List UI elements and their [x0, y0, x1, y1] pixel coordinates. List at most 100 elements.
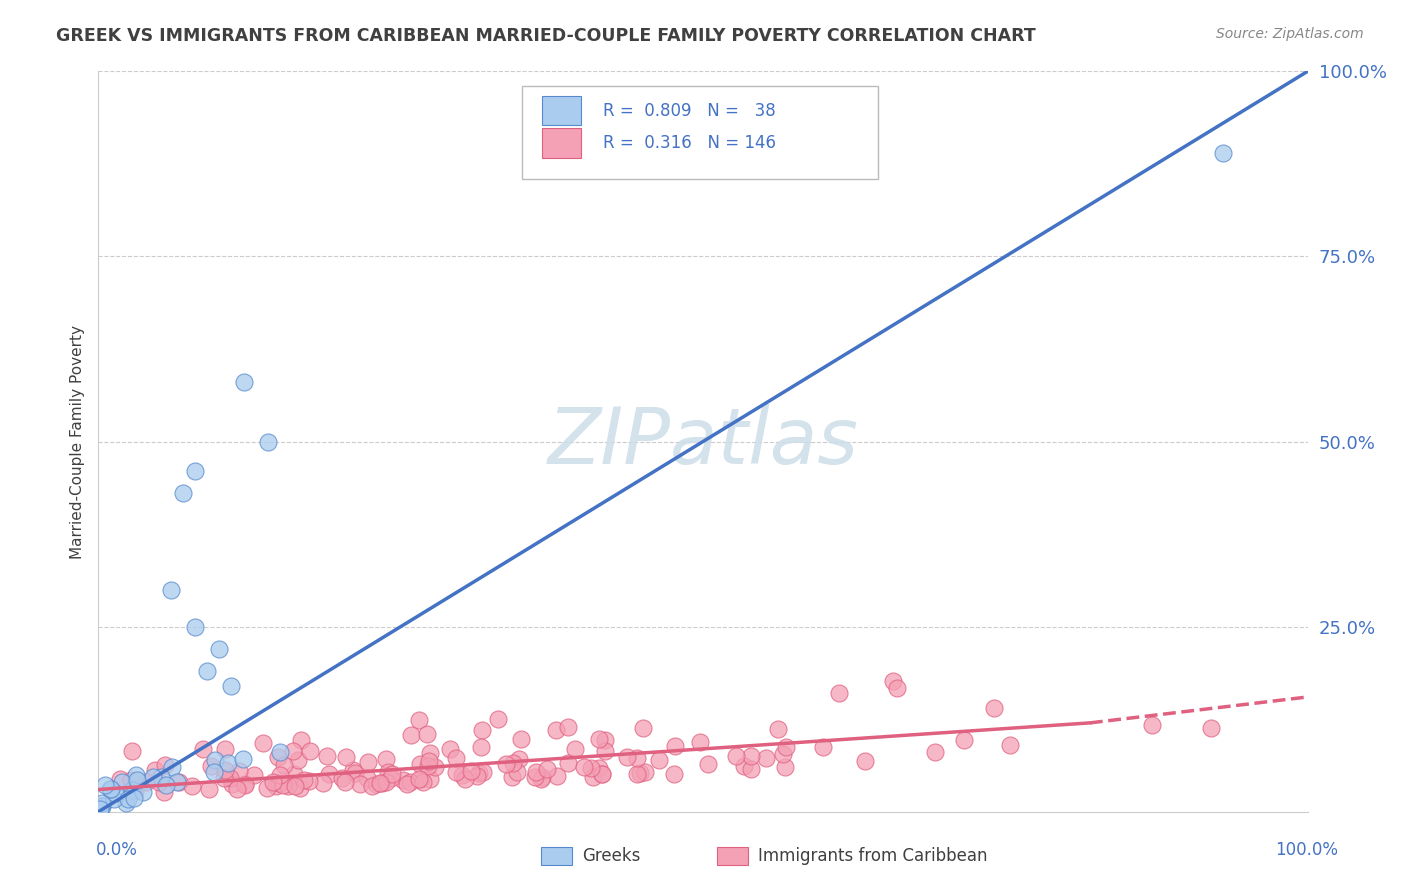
Point [221, 777, 243, 791]
Point [184, 619, 207, 633]
Point [271, 778, 294, 792]
Point [214, 742, 236, 756]
Point [252, 736, 274, 750]
Point [1212, 145, 1234, 160]
Point [416, 759, 439, 773]
Point [349, 777, 371, 791]
Point [122, 790, 145, 805]
Point [110, 772, 132, 786]
Point [184, 464, 207, 478]
Point [132, 785, 155, 799]
Text: 100.0%: 100.0% [1275, 840, 1339, 858]
Point [773, 760, 796, 774]
Point [446, 765, 468, 780]
Point [377, 764, 399, 779]
Point [495, 756, 517, 771]
Point [110, 774, 132, 789]
Point [166, 774, 188, 789]
Point [411, 772, 433, 786]
Point [696, 756, 718, 771]
Point [318, 767, 340, 781]
Point [557, 756, 579, 771]
Point [153, 784, 176, 798]
Point [1201, 722, 1223, 736]
Point [588, 731, 610, 746]
Point [998, 739, 1021, 753]
Point [269, 768, 291, 782]
FancyBboxPatch shape [543, 95, 581, 126]
Point [342, 763, 364, 777]
Point [664, 739, 686, 753]
Point [501, 770, 523, 784]
Point [195, 664, 218, 678]
Point [225, 782, 247, 797]
Point [235, 777, 257, 791]
Point [115, 796, 138, 810]
Point [343, 766, 366, 780]
Point [579, 761, 602, 775]
Point [593, 733, 616, 747]
Point [593, 744, 616, 758]
Point [217, 756, 239, 770]
Point [454, 772, 477, 786]
Point [160, 582, 183, 597]
Point [98, 781, 121, 796]
Point [813, 739, 835, 754]
Point [418, 755, 440, 769]
Point [725, 749, 748, 764]
Point [120, 772, 142, 787]
Point [149, 770, 172, 784]
Point [264, 779, 287, 793]
Point [924, 746, 946, 760]
Point [284, 779, 307, 793]
Point [142, 770, 165, 784]
Point [486, 712, 509, 726]
Point [451, 768, 474, 782]
Point [591, 767, 613, 781]
Point [582, 770, 605, 784]
Point [740, 763, 762, 777]
Point [335, 749, 357, 764]
Point [288, 780, 311, 795]
Point [269, 775, 291, 789]
Point [412, 774, 434, 789]
Point [544, 723, 567, 738]
Text: R =  0.809   N =   38: R = 0.809 N = 38 [603, 102, 775, 120]
Point [460, 764, 482, 778]
Point [509, 732, 531, 747]
Point [628, 765, 651, 780]
Point [357, 755, 380, 769]
Point [689, 735, 711, 749]
Point [740, 749, 762, 764]
Point [882, 673, 904, 688]
Point [277, 779, 299, 793]
Point [256, 434, 278, 449]
Point [588, 761, 610, 775]
Point [135, 775, 157, 789]
Point [153, 757, 176, 772]
Point [125, 768, 148, 782]
Point [273, 757, 295, 772]
Point [290, 733, 312, 747]
Point [468, 765, 491, 780]
Point [419, 746, 441, 760]
Point [415, 727, 437, 741]
Point [91, 799, 114, 814]
Point [283, 744, 305, 758]
Point [775, 739, 797, 754]
Point [508, 752, 530, 766]
Point [316, 749, 339, 764]
Point [626, 751, 648, 765]
Point [399, 774, 422, 789]
Point [333, 775, 356, 789]
Point [145, 763, 167, 777]
Text: ZIPatlas: ZIPatlas [547, 403, 859, 480]
Point [366, 777, 388, 791]
Point [375, 751, 398, 765]
Point [853, 754, 876, 768]
Text: GREEK VS IMMIGRANTS FROM CARIBBEAN MARRIED-COUPLE FAMILY POVERTY CORRELATION CHA: GREEK VS IMMIGRANTS FROM CARIBBEAN MARRI… [56, 27, 1036, 45]
Point [564, 742, 586, 756]
Point [471, 723, 494, 737]
Y-axis label: Married-Couple Family Poverty: Married-Couple Family Poverty [69, 325, 84, 558]
Point [269, 746, 291, 760]
